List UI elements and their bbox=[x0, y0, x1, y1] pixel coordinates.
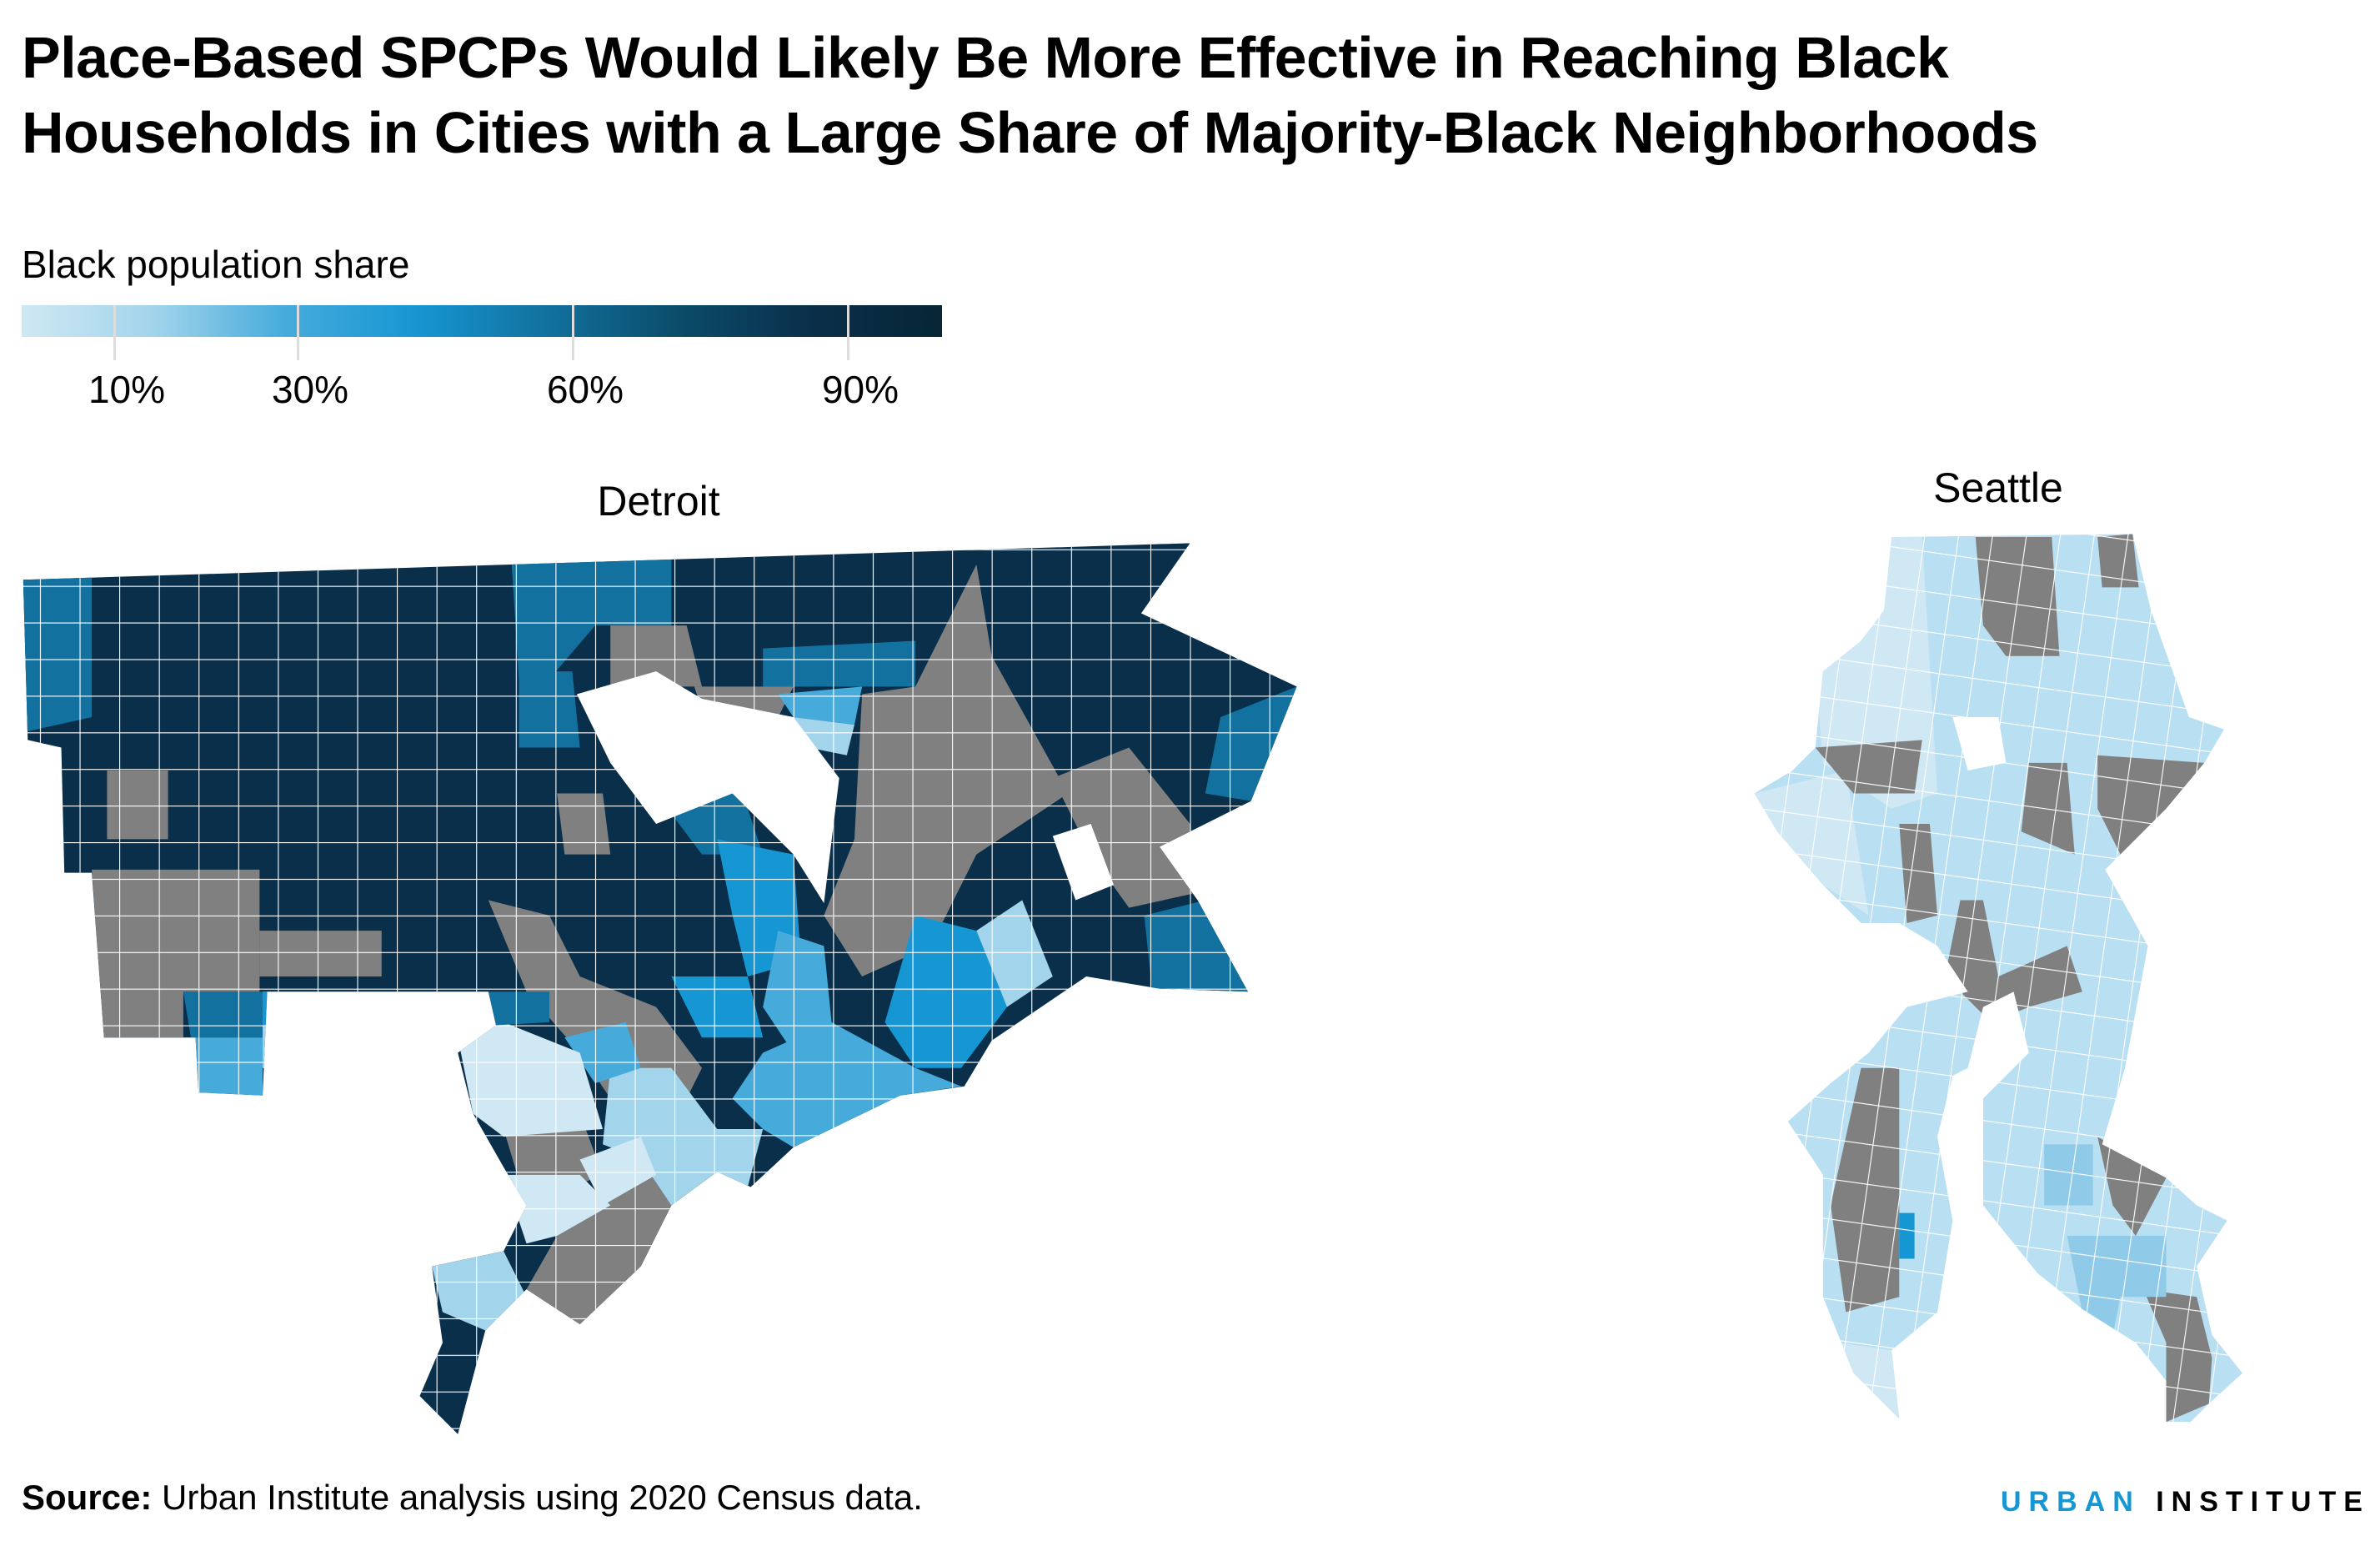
legend-color-bar bbox=[22, 305, 942, 337]
seattle-waterway bbox=[1967, 991, 2045, 1282]
detroit-enclave bbox=[1052, 824, 1115, 901]
detroit-enclave-hamtramck-highland-park bbox=[576, 671, 839, 904]
detroit-tract-borders bbox=[23, 543, 1297, 1434]
urban-institute-logo: URBAN INSTITUTE bbox=[2001, 1486, 2370, 1518]
chart-title: Place-Based SPCPs Would Likely Be More E… bbox=[22, 20, 2038, 170]
seattle-lake bbox=[1952, 716, 2007, 770]
title-line-1: Place-Based SPCPs Would Likely Be More E… bbox=[22, 25, 1949, 90]
legend-tick-label: 60% bbox=[546, 368, 624, 411]
legend-tick bbox=[847, 305, 849, 360]
detroit-tract-group bbox=[263, 991, 328, 1068]
legend-tick bbox=[297, 305, 299, 360]
logo-institute: INSTITUTE bbox=[2156, 1486, 2370, 1518]
legend-tick-label: 90% bbox=[821, 368, 899, 411]
source-note: Source: Urban Institute analysis using 2… bbox=[22, 1478, 923, 1518]
title-line-2: Households in Cities with a Large Share … bbox=[22, 100, 2038, 165]
legend-title: Black population share bbox=[22, 243, 410, 286]
detroit-map bbox=[23, 543, 1297, 1434]
seattle-map bbox=[1754, 534, 2242, 1423]
detroit-label: Detroit bbox=[597, 478, 720, 525]
detroit-tract-group bbox=[263, 991, 328, 1026]
source-text: Urban Institute analysis using 2020 Cens… bbox=[152, 1478, 923, 1517]
legend-tick bbox=[572, 305, 574, 360]
seattle-label: Seattle bbox=[1933, 464, 2063, 511]
source-label: Source: bbox=[22, 1478, 153, 1517]
legend-tick-label: 30% bbox=[271, 368, 349, 411]
seattle-tract-borders bbox=[1754, 534, 2242, 1423]
legend-tick bbox=[113, 305, 116, 360]
legend-tick-label: 10% bbox=[88, 368, 166, 411]
logo-urban: URBAN bbox=[2001, 1486, 2141, 1518]
